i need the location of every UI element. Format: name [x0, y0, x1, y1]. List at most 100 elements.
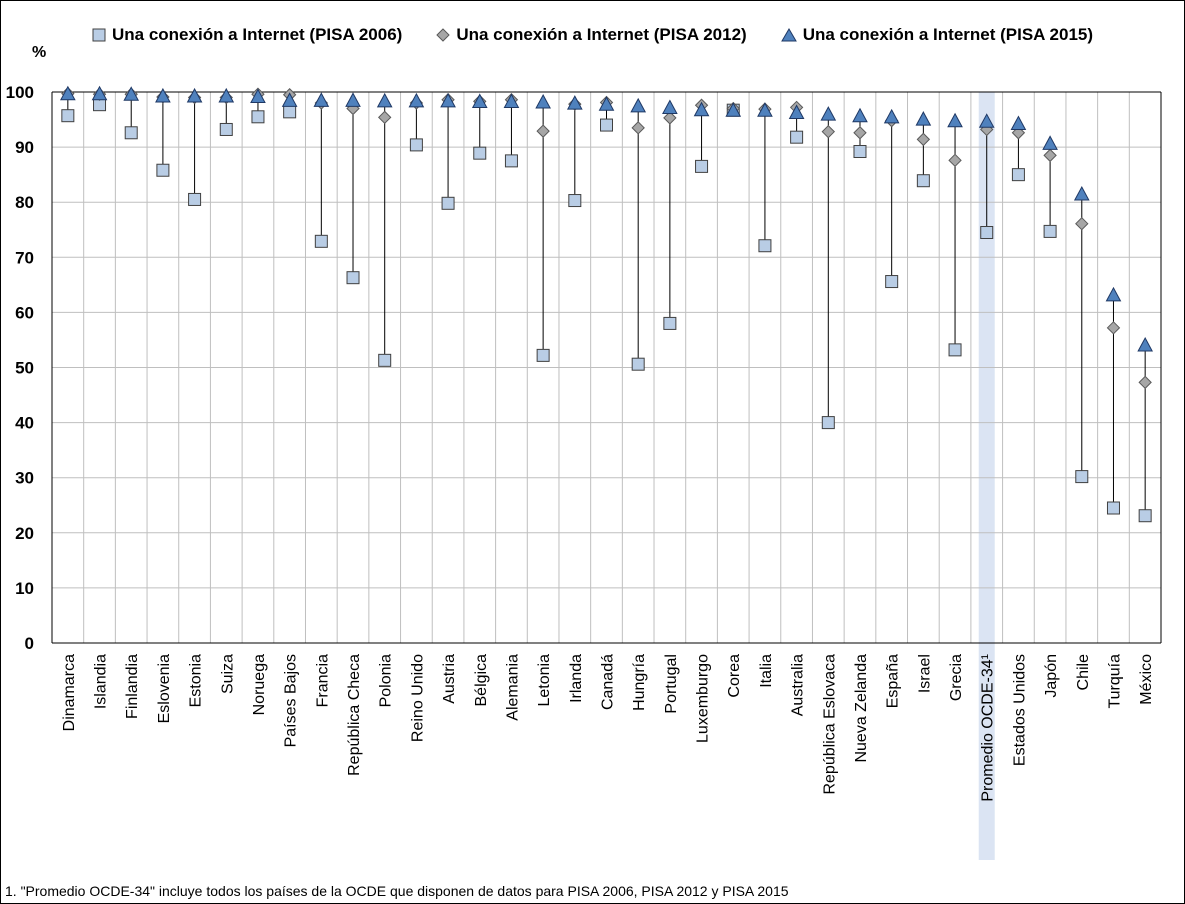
marker-2012	[631, 121, 645, 135]
marker-2015	[788, 104, 805, 119]
y-tick-label: 10	[15, 579, 34, 598]
x-tick-label: Chile	[1075, 654, 1092, 691]
x-tick-label: Francia	[314, 654, 331, 707]
x-tick-label: Letonia	[536, 654, 553, 707]
marker-2006	[314, 234, 328, 248]
x-tick-label: Eslovenia	[156, 654, 173, 723]
marker-2006	[441, 196, 455, 210]
marker-2015	[757, 102, 773, 117]
marker-2006	[821, 416, 835, 430]
marker-2015	[852, 107, 868, 123]
x-tick-label: Reino Unido	[409, 654, 426, 742]
x-tick-label: Países Bajos	[283, 654, 300, 747]
x-tick-label: Finlandia	[124, 654, 141, 719]
marker-2015	[313, 92, 330, 107]
x-tick-label: Irlanda	[568, 654, 585, 703]
marker-2015	[725, 102, 742, 117]
marker-2015	[123, 86, 140, 101]
marker-2006	[283, 105, 297, 119]
marker-2015	[1105, 286, 1122, 302]
y-tick-label: 60	[15, 303, 34, 322]
marker-2006	[536, 348, 550, 362]
x-tick-label: Dinamarca	[61, 654, 78, 731]
x-tick-label: Bélgica	[473, 654, 490, 707]
marker-2006	[473, 146, 487, 160]
marker-2006	[663, 316, 677, 330]
marker-2015	[503, 93, 520, 108]
marker-2012	[1043, 148, 1057, 163]
marker-2012	[1075, 216, 1089, 231]
y-tick-label: 0	[25, 634, 34, 653]
marker-2015	[186, 87, 203, 103]
x-tick-label: México	[1138, 654, 1155, 705]
marker-2006	[568, 194, 582, 208]
diamond-marker-icon	[436, 28, 451, 42]
marker-2006	[600, 118, 613, 132]
marker-2015	[947, 112, 963, 128]
x-tick-label: República Checa	[346, 654, 363, 776]
marker-2015	[978, 113, 995, 128]
marker-2015	[471, 93, 488, 108]
marker-2015	[218, 87, 235, 103]
marker-2006	[758, 239, 772, 253]
marker-2006	[980, 226, 994, 240]
marker-2012	[663, 111, 677, 125]
marker-2012	[821, 124, 836, 139]
marker-2012	[853, 126, 867, 140]
x-tick-label: Estonia	[188, 654, 205, 707]
marker-2006	[853, 145, 867, 159]
marker-2012	[377, 110, 392, 125]
marker-2015	[345, 92, 361, 107]
marker-2015	[693, 101, 710, 117]
x-tick-label: Canadá	[600, 654, 617, 710]
marker-2012	[916, 132, 931, 147]
x-tick-label: Austria	[441, 654, 458, 704]
x-tick-label: Hungría	[631, 654, 648, 711]
marker-2015	[281, 92, 298, 107]
marker-2015	[1073, 185, 1090, 201]
y-tick-label: 50	[15, 359, 34, 378]
marker-2006	[695, 159, 709, 173]
marker-2015	[1042, 135, 1058, 150]
marker-2015	[250, 88, 266, 104]
marker-2006	[1138, 509, 1152, 523]
x-tick-label: Alemania	[504, 654, 521, 721]
marker-2015	[820, 106, 837, 121]
marker-2015	[630, 97, 647, 113]
highlight-band	[978, 92, 995, 860]
triangle-marker-icon	[780, 28, 797, 42]
x-tick-label: Australia	[790, 654, 807, 716]
x-tick-label: Luxemburgo	[695, 654, 712, 743]
marker-2015	[566, 95, 583, 110]
x-tick-label: Japón	[1043, 654, 1060, 698]
legend: Una conexión a Internet (PISA 2006) Una …	[92, 25, 1093, 45]
x-tick-label: Polonia	[378, 654, 395, 707]
marker-2012	[948, 153, 962, 168]
marker-2006	[251, 110, 265, 124]
marker-2015	[91, 85, 108, 101]
legend-item-2015: Una conexión a Internet (PISA 2015)	[780, 25, 1093, 45]
marker-2006	[219, 122, 233, 136]
marker-2006	[409, 138, 423, 152]
chart-plot: 0 10 20 30 40 50 60 70 80 90 100 Dinamarca Islandia F…	[6, 83, 1162, 860]
y-axis-label: %	[32, 44, 47, 61]
y-tick-label: 90	[15, 138, 34, 157]
y-tick-label: 70	[15, 248, 34, 267]
x-tick-label: Turquía	[1106, 654, 1123, 709]
square-marker-icon	[92, 28, 106, 42]
x-tick-label: Noruega	[251, 654, 268, 715]
x-tick-label: Promedio OCDE-34¹	[980, 654, 997, 802]
x-tick-label: Italia	[758, 654, 775, 688]
marker-2015	[883, 108, 900, 124]
marker-2006	[504, 154, 518, 168]
x-tick-label: Portugal	[663, 654, 680, 714]
x-tick-label: Nueva Zelanda	[853, 654, 870, 763]
marker-2006	[790, 130, 804, 144]
marker-2006	[885, 275, 899, 289]
legend-label-2006: Una conexión a Internet (PISA 2006)	[112, 25, 403, 44]
marker-2015	[376, 92, 393, 108]
marker-2006	[378, 353, 392, 367]
marker-2006	[188, 192, 202, 206]
y-tick-label: 30	[15, 469, 34, 488]
marker-2012	[1138, 375, 1152, 390]
